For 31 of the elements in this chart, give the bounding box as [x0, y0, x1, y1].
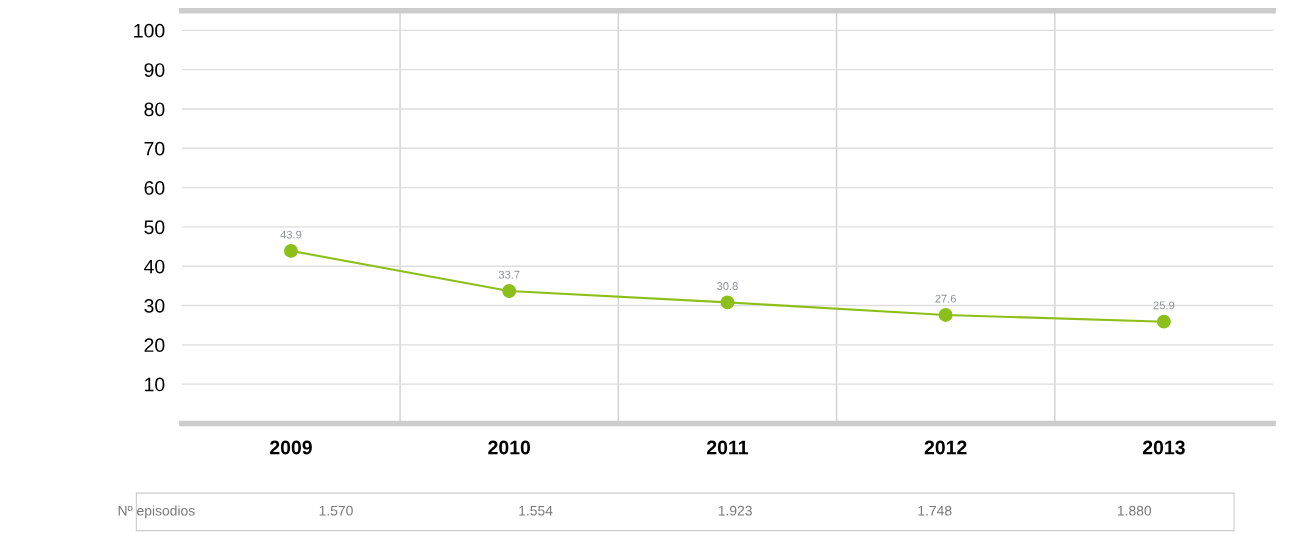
data-label: 33.7 [498, 270, 520, 279]
point [284, 243, 298, 258]
text: 1.923 [718, 505, 752, 516]
data-label: 27.6 [935, 294, 956, 303]
text: 1.554 [519, 505, 553, 516]
y-tick-label: 50 [144, 220, 165, 235]
y-tick-label: 10 [145, 377, 165, 392]
y-tick-label: 70 [144, 141, 165, 156]
x-tick-label: 2009 [270, 440, 312, 455]
y-tick-label: 20 [144, 338, 165, 353]
text: 1.748 [918, 505, 952, 516]
data-label: 30.8 [717, 282, 738, 290]
y-tick-label: 60 [144, 181, 165, 195]
x-tick-label: 2012 [924, 440, 967, 455]
x-tick-label: 2011 [707, 440, 748, 455]
y-tick-label: 80 [144, 102, 165, 117]
y-tick-label: 90 [144, 63, 165, 77]
text: 1.880 [1117, 505, 1152, 516]
y-tick-label: 30 [144, 298, 165, 313]
point [720, 295, 735, 310]
data-label: 43.9 [280, 230, 302, 239]
y-tick-label: 100 [134, 23, 165, 38]
point [938, 308, 953, 322]
point [1156, 314, 1171, 329]
text: 1.570 [319, 505, 353, 516]
text: Nº episodios [118, 505, 195, 519]
data-label: 25.9 [1153, 301, 1175, 310]
point [502, 284, 517, 298]
x-tick-label: 2010 [488, 440, 531, 455]
x-tick-label: 2013 [1142, 440, 1185, 455]
y-tick-label: 40 [144, 259, 165, 274]
